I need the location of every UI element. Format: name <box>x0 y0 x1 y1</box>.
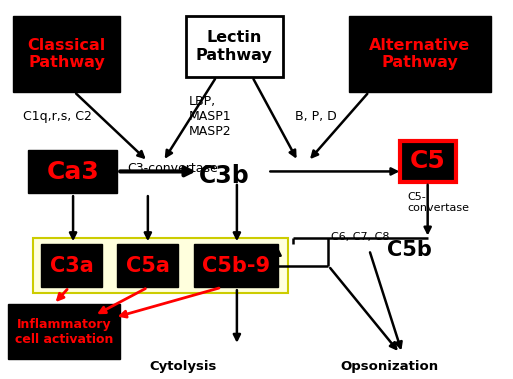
Text: Ca3: Ca3 <box>47 160 99 184</box>
Text: Inflammatory
cell activation: Inflammatory cell activation <box>15 318 113 346</box>
Text: Opsonization: Opsonization <box>341 360 439 373</box>
FancyBboxPatch shape <box>8 304 120 359</box>
Text: Classical
Pathway: Classical Pathway <box>27 38 106 70</box>
Text: Cytolysis: Cytolysis <box>150 360 217 373</box>
Text: C5a: C5a <box>126 256 170 276</box>
Text: C5b-9: C5b-9 <box>202 256 270 276</box>
Text: B, P, D: B, P, D <box>295 110 337 123</box>
FancyBboxPatch shape <box>193 244 278 287</box>
Text: C5b: C5b <box>387 240 432 260</box>
Text: LBP,
MASP1
MASP2: LBP, MASP1 MASP2 <box>189 95 231 138</box>
Text: C3b: C3b <box>199 164 249 188</box>
FancyBboxPatch shape <box>349 16 491 92</box>
FancyBboxPatch shape <box>28 150 117 193</box>
Text: Lectin
Pathway: Lectin Pathway <box>196 30 273 63</box>
FancyBboxPatch shape <box>33 238 288 293</box>
FancyBboxPatch shape <box>186 16 283 77</box>
FancyBboxPatch shape <box>41 244 102 287</box>
FancyBboxPatch shape <box>117 244 179 287</box>
Text: C3a: C3a <box>50 256 93 276</box>
Text: C1q,r,s, C2: C1q,r,s, C2 <box>23 110 92 123</box>
Text: C5: C5 <box>410 149 446 173</box>
FancyBboxPatch shape <box>400 141 456 182</box>
FancyBboxPatch shape <box>13 16 120 92</box>
Text: Alternative
Pathway: Alternative Pathway <box>369 38 470 70</box>
Text: C5-
convertase: C5- convertase <box>407 192 469 213</box>
Text: C6, C7, C8: C6, C7, C8 <box>331 232 389 241</box>
Text: C3-convertase: C3-convertase <box>128 162 218 175</box>
